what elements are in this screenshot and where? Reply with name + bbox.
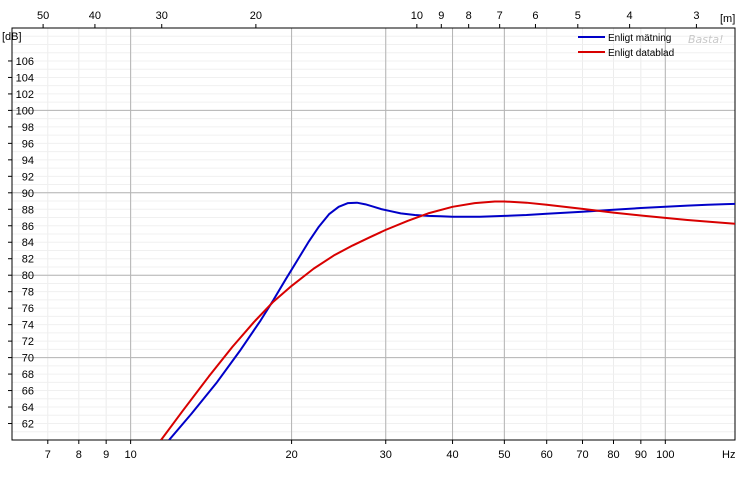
series-line-0: [168, 201, 735, 440]
top-tick-label: 10: [411, 10, 423, 22]
y-tick-label: 88: [22, 204, 34, 216]
y-tick-label: 92: [22, 171, 34, 183]
y-tick-label: 98: [22, 122, 34, 134]
grid: [11, 27, 735, 441]
x-unit-label: Hz: [722, 449, 735, 461]
y-tick-label: 106: [16, 56, 34, 68]
top-tick-label: 4: [627, 10, 633, 22]
top-tick-label: 3: [693, 10, 699, 22]
y-tick-label: 74: [22, 320, 34, 332]
top-tick-label: 50: [37, 10, 49, 22]
y-tick-label: 96: [22, 138, 34, 150]
x-tick-label: 90: [635, 449, 647, 461]
x-tick-label: 70: [576, 449, 588, 461]
top-tick-label: 30: [156, 10, 168, 22]
plot-area-border: [11, 27, 736, 441]
y-tick-label: 86: [22, 221, 34, 233]
legend-label-1: Enligt datablad: [608, 48, 674, 59]
x-tick-label: 50: [498, 449, 510, 461]
top-tick-label: 7: [497, 10, 503, 22]
y-tick-label: 104: [16, 72, 34, 84]
y-tick-label: 70: [22, 353, 34, 365]
y-tick-label: 72: [22, 336, 34, 348]
top-tick-label: 6: [532, 10, 538, 22]
y-tick-label: 94: [22, 155, 34, 167]
top-tick-label: 20: [250, 10, 262, 22]
top-tick-label: 40: [89, 10, 101, 22]
y-tick-label: 102: [16, 89, 34, 101]
y-tick-label: 78: [22, 287, 34, 299]
legend-label-0: Enligt mätning: [608, 33, 671, 44]
watermark: Basta!: [688, 33, 723, 46]
x-tick-label: 40: [446, 449, 458, 461]
x-tick-label: 30: [380, 449, 392, 461]
x-tick-label: 60: [541, 449, 553, 461]
x-tick-label: 7: [45, 449, 51, 461]
y-tick-label: 64: [22, 402, 34, 414]
top-unit-label: [m]: [720, 13, 735, 25]
x-tick-label: 100: [656, 449, 674, 461]
x-tick-label: 20: [285, 449, 297, 461]
x-tick-label: 8: [76, 449, 82, 461]
x-tick-label: 9: [103, 449, 109, 461]
y-tick-label: 82: [22, 254, 34, 266]
y-tick-label: 62: [22, 419, 34, 431]
y-tick-label: 76: [22, 303, 34, 315]
top-tick-label: 5: [575, 10, 581, 22]
legend: Enligt mätning Enligt datablad: [578, 33, 674, 59]
top-tick-label: 9: [438, 10, 444, 22]
x-tick-label: 80: [607, 449, 619, 461]
top-tick-label: 8: [466, 10, 472, 22]
x-tick-label: 10: [124, 449, 136, 461]
series-line-1: [160, 200, 735, 440]
y-tick-label: 100: [16, 105, 34, 117]
y-tick-label: 90: [22, 188, 34, 200]
series-group: [160, 200, 735, 440]
y-unit-label: [dB]: [2, 31, 22, 43]
y-tick-label: 80: [22, 270, 34, 282]
y-tick-label: 84: [22, 237, 34, 249]
y-tick-label: 66: [22, 386, 34, 398]
y-tick-label: 68: [22, 369, 34, 381]
axes: 6264666870727476788082848688909294969810…: [8, 10, 699, 461]
